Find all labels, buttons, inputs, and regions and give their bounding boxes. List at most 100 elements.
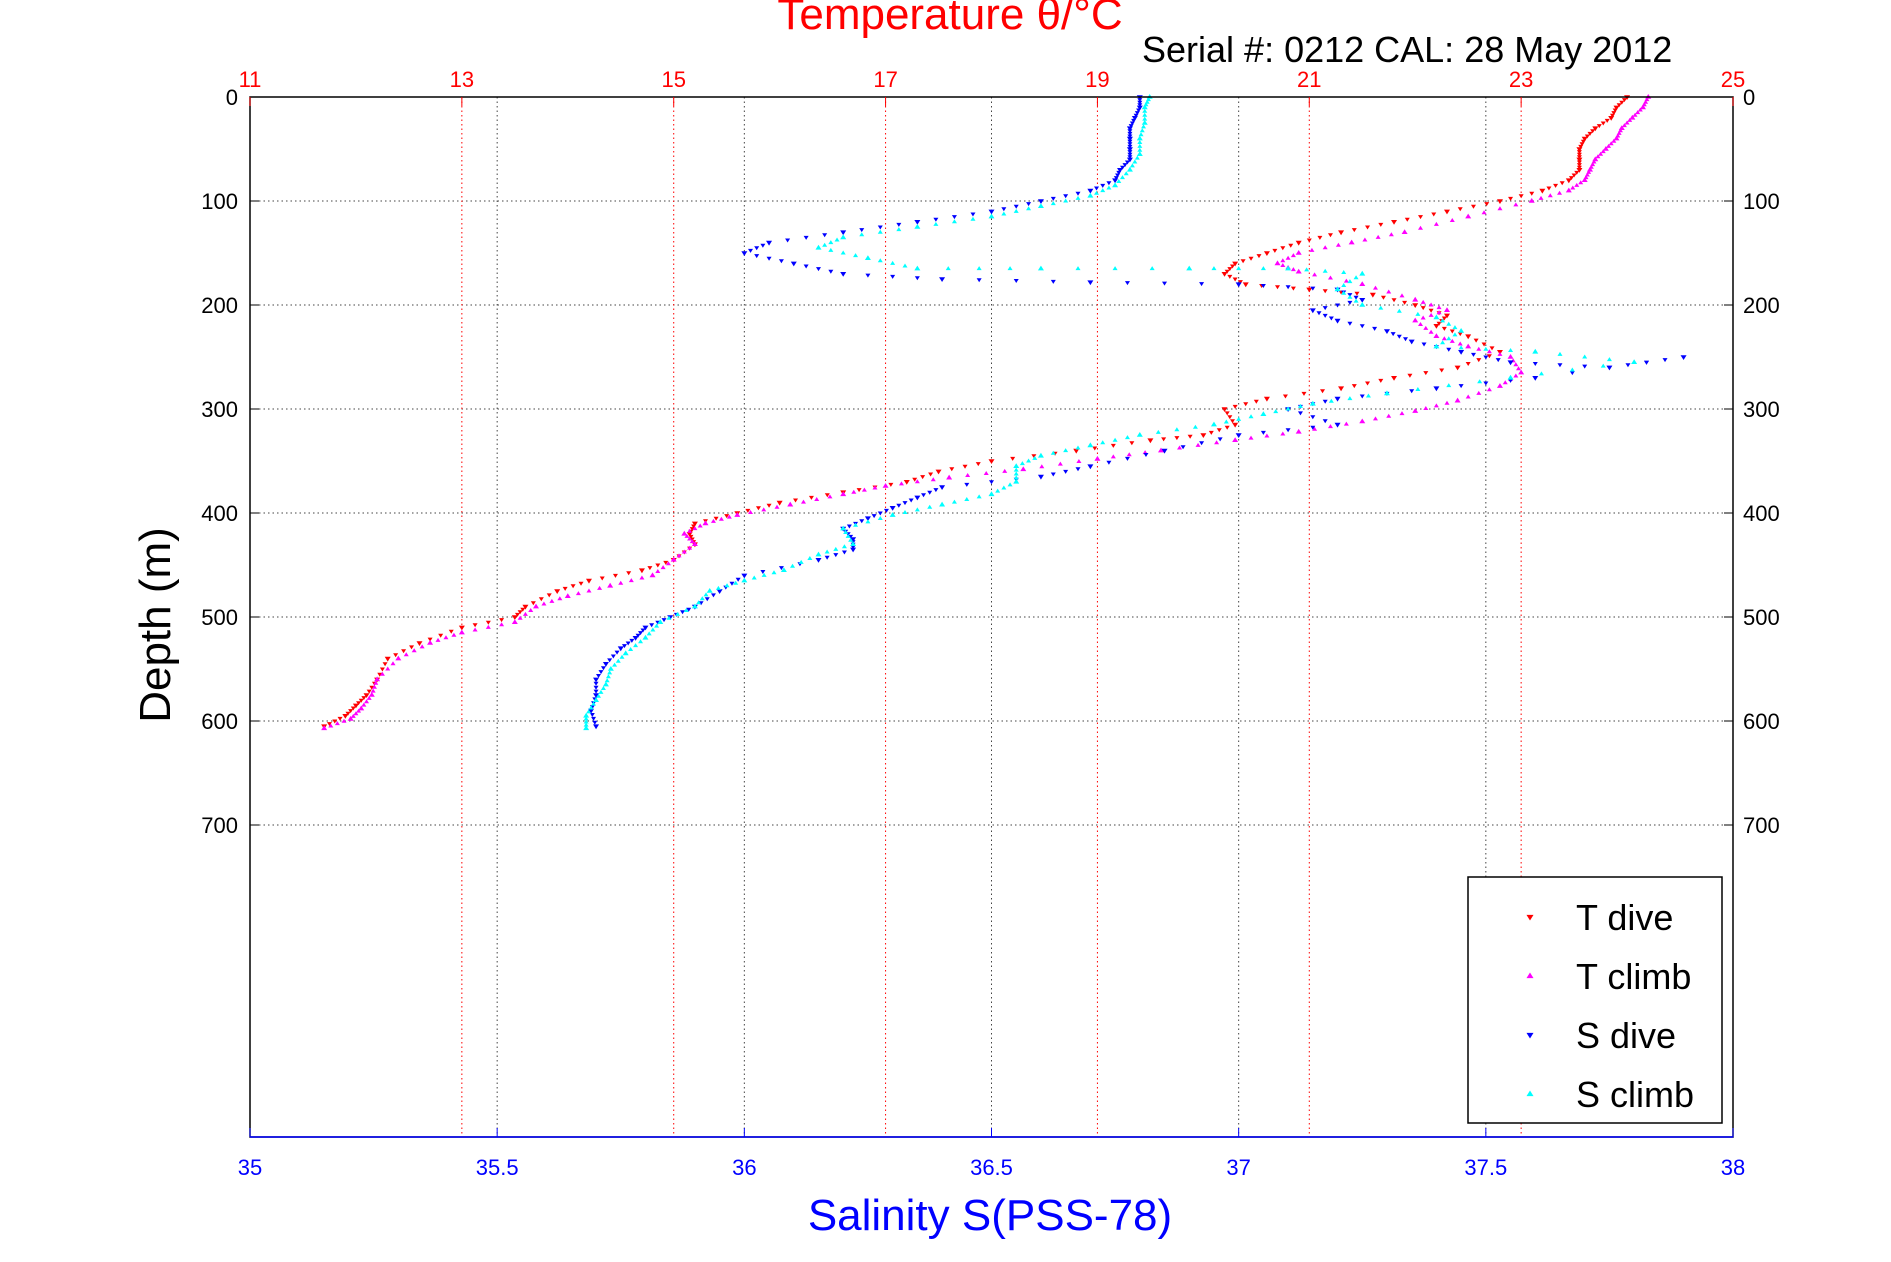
data-point bbox=[1538, 371, 1544, 376]
data-point bbox=[1235, 282, 1242, 288]
data-point bbox=[1087, 192, 1094, 198]
data-point bbox=[865, 273, 871, 278]
data-point bbox=[1457, 332, 1463, 337]
data-point bbox=[1002, 468, 1008, 473]
data-point bbox=[538, 597, 544, 602]
data-point bbox=[557, 596, 563, 601]
data-point bbox=[850, 547, 857, 553]
data-point bbox=[946, 474, 953, 480]
data-point bbox=[964, 482, 970, 487]
data-point bbox=[1408, 339, 1415, 345]
data-point bbox=[1256, 254, 1262, 259]
data-point bbox=[741, 573, 748, 579]
data-point bbox=[1195, 442, 1201, 447]
data-point bbox=[975, 462, 981, 467]
data-point bbox=[564, 593, 571, 598]
data-point bbox=[1232, 277, 1238, 282]
data-point bbox=[1449, 218, 1455, 222]
data-point bbox=[1470, 352, 1476, 357]
data-point bbox=[1338, 386, 1345, 392]
data-point bbox=[689, 527, 695, 532]
data-point bbox=[1260, 284, 1266, 288]
data-point bbox=[1136, 108, 1142, 113]
data-point bbox=[625, 641, 631, 646]
data-point bbox=[914, 224, 921, 229]
legend-entry-label: S dive bbox=[1576, 1015, 1676, 1056]
data-point bbox=[1136, 135, 1143, 141]
data-point bbox=[859, 232, 865, 237]
data-point bbox=[890, 274, 896, 279]
data-point bbox=[635, 633, 641, 638]
data-point bbox=[1359, 418, 1366, 424]
data-point bbox=[1496, 383, 1503, 388]
data-point bbox=[1431, 212, 1437, 217]
data-point bbox=[583, 712, 590, 718]
temperature-tick-label: 15 bbox=[661, 67, 685, 92]
data-point bbox=[683, 608, 689, 612]
data-point bbox=[1391, 298, 1397, 303]
data-point bbox=[1316, 311, 1322, 316]
data-point bbox=[1598, 151, 1604, 156]
data-point bbox=[697, 523, 703, 528]
data-point bbox=[1412, 296, 1419, 302]
data-point bbox=[1013, 463, 1020, 468]
data-point bbox=[1285, 285, 1291, 290]
data-point bbox=[1214, 440, 1220, 445]
data-point bbox=[733, 580, 739, 585]
data-point bbox=[1592, 156, 1599, 162]
data-point bbox=[778, 566, 784, 571]
data-point bbox=[570, 584, 576, 589]
data-point bbox=[1127, 131, 1133, 136]
data-point bbox=[1134, 111, 1140, 116]
data-point bbox=[1050, 201, 1056, 206]
data-point bbox=[1619, 100, 1625, 105]
data-point bbox=[638, 568, 645, 574]
data-point bbox=[1428, 308, 1434, 313]
data-point bbox=[1458, 384, 1464, 389]
data-point bbox=[1643, 360, 1649, 365]
data-point bbox=[1295, 428, 1302, 434]
data-point bbox=[688, 534, 694, 539]
y-tick-label-left: 500 bbox=[201, 605, 238, 630]
data-point bbox=[1341, 283, 1347, 287]
data-point bbox=[853, 253, 859, 258]
data-point bbox=[827, 494, 833, 499]
data-point bbox=[1124, 281, 1130, 286]
data-point bbox=[1401, 229, 1408, 234]
data-point bbox=[1497, 351, 1503, 356]
data-point bbox=[803, 264, 809, 269]
data-point bbox=[1486, 349, 1492, 354]
data-point bbox=[1588, 164, 1594, 169]
data-point bbox=[592, 720, 598, 725]
data-point bbox=[499, 618, 505, 623]
data-point bbox=[1569, 367, 1575, 372]
data-point bbox=[1433, 403, 1439, 408]
data-point bbox=[612, 662, 618, 667]
data-point bbox=[1295, 240, 1302, 246]
data-point bbox=[1576, 155, 1582, 160]
data-point bbox=[859, 519, 865, 524]
data-point bbox=[1063, 198, 1069, 203]
data-point bbox=[1208, 430, 1214, 435]
data-point bbox=[1290, 253, 1296, 258]
data-point bbox=[877, 515, 883, 520]
y-tick-label-right: 400 bbox=[1743, 501, 1780, 526]
data-point bbox=[1578, 180, 1584, 185]
data-point bbox=[1124, 160, 1130, 165]
data-point bbox=[647, 566, 653, 571]
data-point bbox=[1443, 313, 1450, 319]
data-point bbox=[687, 536, 693, 541]
data-point bbox=[1013, 467, 1019, 472]
data-point bbox=[1137, 98, 1143, 103]
data-point bbox=[1263, 396, 1270, 402]
data-point bbox=[1253, 399, 1259, 404]
legend-marker bbox=[1526, 1090, 1534, 1097]
data-point bbox=[898, 481, 904, 486]
data-point bbox=[1415, 387, 1421, 391]
data-point bbox=[1423, 371, 1429, 376]
data-point bbox=[612, 573, 618, 578]
data-point bbox=[1600, 149, 1606, 154]
data-point bbox=[828, 269, 834, 274]
data-point bbox=[1127, 129, 1133, 134]
data-point bbox=[710, 593, 716, 598]
